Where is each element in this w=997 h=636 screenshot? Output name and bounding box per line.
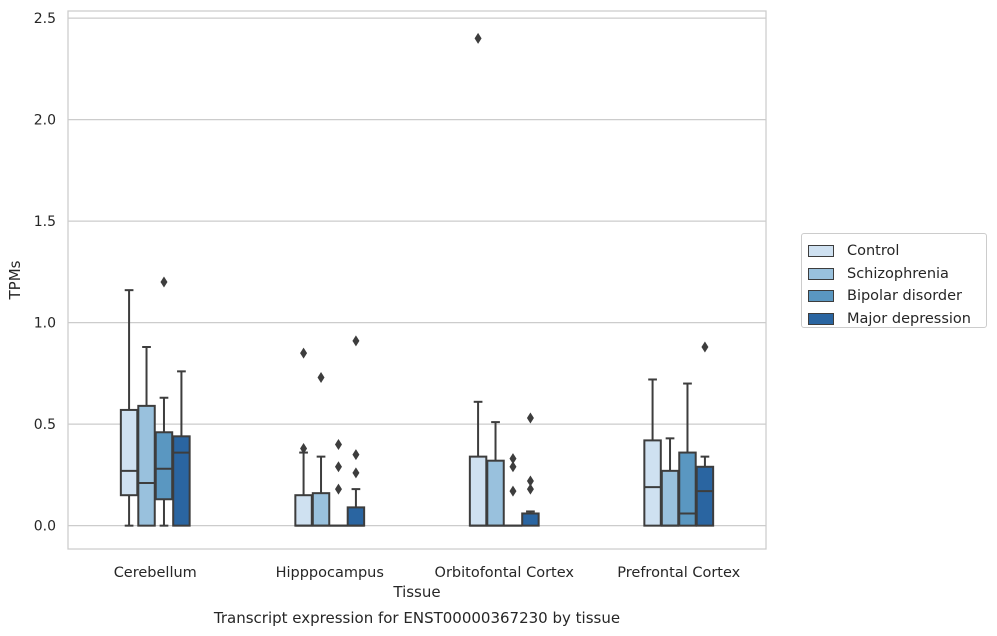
box-iqr [154, 431, 174, 501]
outlier-point [701, 341, 709, 353]
legend-item-schizophrenia: Schizophrenia [808, 263, 986, 286]
outlier-point [334, 438, 342, 450]
box-control [643, 378, 662, 527]
box-iqr [468, 455, 488, 527]
y-tick-label: 1.0 [34, 316, 56, 332]
box-iqr [119, 408, 139, 497]
outlier-point [474, 32, 482, 44]
box-iqr [695, 465, 715, 527]
legend-item-bipolar-disorder: Bipolar disorder [808, 285, 986, 308]
box-schizophrenia [486, 421, 505, 527]
box-iqr [521, 512, 540, 527]
y-tick-label: 1.5 [34, 214, 56, 230]
box-iqr [486, 459, 505, 527]
box-control [294, 347, 313, 527]
x-tick-label: Orbitofontal Cortex [435, 565, 575, 581]
box-schizophrenia [311, 371, 331, 527]
outlier-point [509, 461, 517, 473]
legend-swatch [808, 267, 834, 280]
box-iqr [346, 506, 366, 527]
y-axis-label: TPMs [6, 260, 24, 300]
box-iqr [678, 451, 697, 527]
legend-swatch [808, 312, 834, 325]
outlier-point [509, 485, 517, 497]
legend-label: Major depression [847, 310, 971, 327]
box-bipolar-disorder [154, 276, 174, 527]
outlier-point [526, 483, 534, 495]
outlier-point [160, 276, 168, 288]
box-iqr [643, 439, 662, 527]
legend-label: Control [847, 243, 900, 259]
outlier-point [352, 449, 360, 461]
outlier-point [352, 335, 360, 347]
y-tick-label: 2.5 [34, 11, 56, 27]
box-control [468, 32, 488, 527]
y-tick-label: 0.0 [34, 519, 56, 535]
outlier-point [334, 483, 342, 495]
box-major-depression [172, 370, 191, 527]
box-iqr [137, 404, 156, 527]
box-control [119, 289, 139, 527]
y-tick-label: 0.5 [34, 417, 56, 433]
chart-title: Transcript expression for ENST0000036723… [213, 609, 620, 627]
box-major-depression [346, 335, 366, 527]
outlier-point [334, 461, 342, 473]
legend-swatch [808, 290, 834, 303]
x-tick-label: Cerebellum [114, 565, 197, 581]
x-tick-label: Hipppocampus [276, 565, 384, 581]
box-iqr [294, 494, 313, 527]
y-tick-label: 2.0 [34, 113, 56, 129]
outlier-point [352, 467, 360, 479]
box-major-depression [521, 412, 540, 527]
box-schizophrenia [137, 345, 156, 527]
outlier-point [526, 412, 534, 424]
box-series [119, 32, 715, 527]
outlier-point [300, 443, 308, 455]
outlier-point [526, 475, 534, 487]
box-iqr [311, 492, 331, 527]
x-axis-label: Tissue [392, 583, 440, 601]
box-iqr [660, 469, 680, 527]
legend-label: Schizophrenia [847, 265, 949, 282]
legend-label: Bipolar disorder [847, 288, 962, 304]
x-tick-labels: Cerebellum Hipppocampus Orbitofontal Corte… [114, 565, 741, 581]
legend: Control Schizophrenia Bipolar disorder M… [801, 233, 987, 328]
box-bipolar-disorder [329, 438, 348, 527]
legend-item-major-depression: Major depression [808, 308, 986, 331]
outlier-point [317, 371, 325, 383]
x-tick-label: Prefrontal Cortex [617, 565, 740, 581]
box-iqr [172, 435, 191, 527]
legend-item-control: Control [808, 240, 986, 263]
legend-swatch [808, 245, 834, 258]
y-tick-labels: 0.0 0.5 1.0 1.5 2.0 2.5 [34, 11, 56, 535]
box-bipolar-disorder [503, 453, 523, 527]
box-major-depression [695, 341, 715, 527]
outlier-point [300, 347, 308, 359]
outlier-point [509, 453, 517, 465]
